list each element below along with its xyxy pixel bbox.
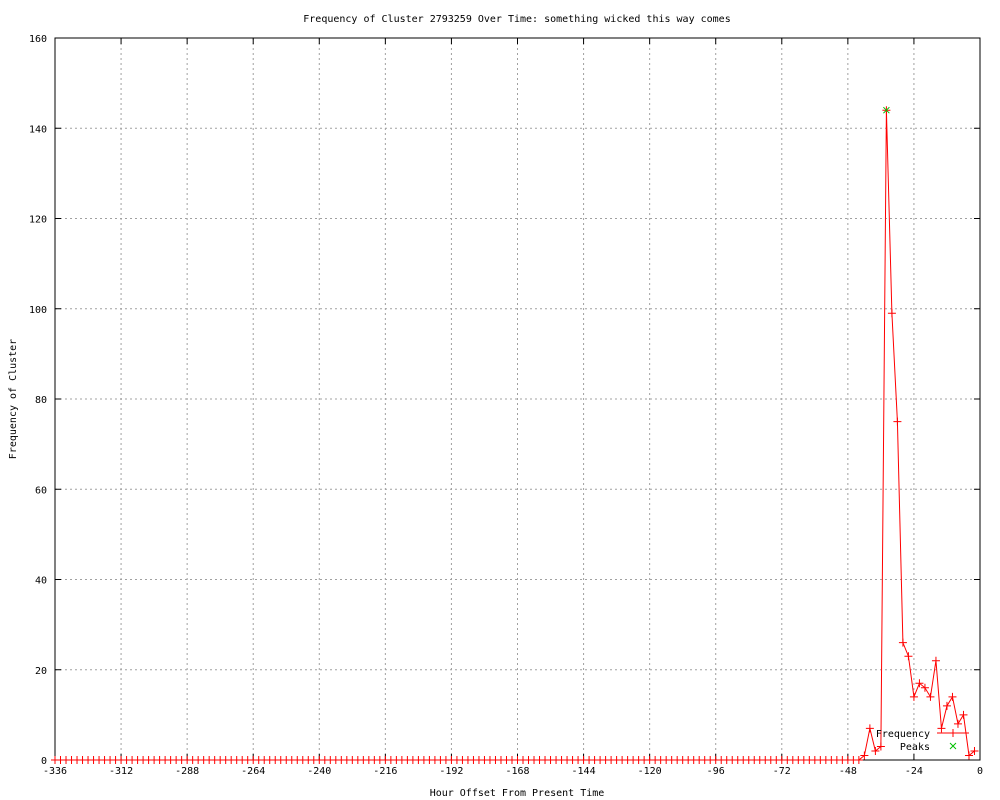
frequency-point xyxy=(959,710,968,719)
peak-point xyxy=(883,106,890,114)
frequency-point xyxy=(970,746,979,755)
x-tick-label: -336 xyxy=(43,766,67,777)
frequency-point xyxy=(937,724,946,733)
frequency-point xyxy=(964,751,973,760)
x-tick-label: -96 xyxy=(707,766,725,777)
y-tick-label: 60 xyxy=(35,485,47,496)
frequency-point xyxy=(887,309,896,318)
frequency-point xyxy=(904,652,913,661)
x-tick-label: -72 xyxy=(773,766,791,777)
frequency-point xyxy=(948,692,957,701)
x-tick-label: -192 xyxy=(439,766,463,777)
frequency-point xyxy=(953,719,962,728)
legend-marker-frequency xyxy=(949,729,957,737)
frequency-point xyxy=(854,756,863,764)
frequency-point xyxy=(942,701,951,710)
y-tick-label: 100 xyxy=(29,305,47,316)
frequency-point xyxy=(931,656,940,665)
frequency-point xyxy=(865,724,874,733)
x-axis-label: Hour Offset From Present Time xyxy=(430,788,605,799)
legend-label-peaks: Peaks xyxy=(900,742,930,753)
frequency-point xyxy=(876,742,885,751)
chart-title: Frequency of Cluster 2793259 Over Time: … xyxy=(303,14,730,25)
y-tick-label: 20 xyxy=(35,666,47,677)
x-tick-label: -240 xyxy=(307,766,331,777)
frequency-point xyxy=(898,638,907,647)
x-tick-label: -120 xyxy=(638,766,662,777)
y-tick-label: 160 xyxy=(29,34,47,45)
frequency-line xyxy=(55,110,975,761)
x-tick-label: -312 xyxy=(109,766,133,777)
legend-label-frequency: Frequency xyxy=(876,729,930,740)
x-tick-label: -288 xyxy=(175,766,199,777)
series-layer xyxy=(51,106,979,764)
y-tick-label: 0 xyxy=(41,756,47,767)
frequency-point xyxy=(915,679,924,688)
frequency-point xyxy=(871,746,880,755)
y-tick-label: 140 xyxy=(29,124,47,135)
x-tick-label: -144 xyxy=(572,766,596,777)
x-tick-label: -264 xyxy=(241,766,265,777)
y-tick-label: 120 xyxy=(29,215,47,226)
x-tick-label: -48 xyxy=(839,766,857,777)
x-tick-label: -168 xyxy=(505,766,529,777)
x-tick-label: 0 xyxy=(977,766,983,777)
frequency-point xyxy=(860,751,869,760)
frequency-point xyxy=(920,683,929,692)
legend-marker-peaks xyxy=(949,742,957,750)
y-tick-label: 40 xyxy=(35,576,47,587)
y-axis-label: Frequency of Cluster xyxy=(8,339,19,459)
grid xyxy=(55,38,980,760)
axis-ticks: -336 -312 -288 -264 -240 -216 -192 -168 -144 -120… xyxy=(29,34,983,777)
x-tick-label: -216 xyxy=(373,766,397,777)
y-tick-label: 80 xyxy=(35,395,47,406)
frequency-point xyxy=(893,417,902,426)
frequency-point xyxy=(926,692,935,701)
x-tick-label: -24 xyxy=(905,766,923,777)
frequency-point xyxy=(909,692,918,701)
legend: Frequency Peaks xyxy=(876,729,969,753)
